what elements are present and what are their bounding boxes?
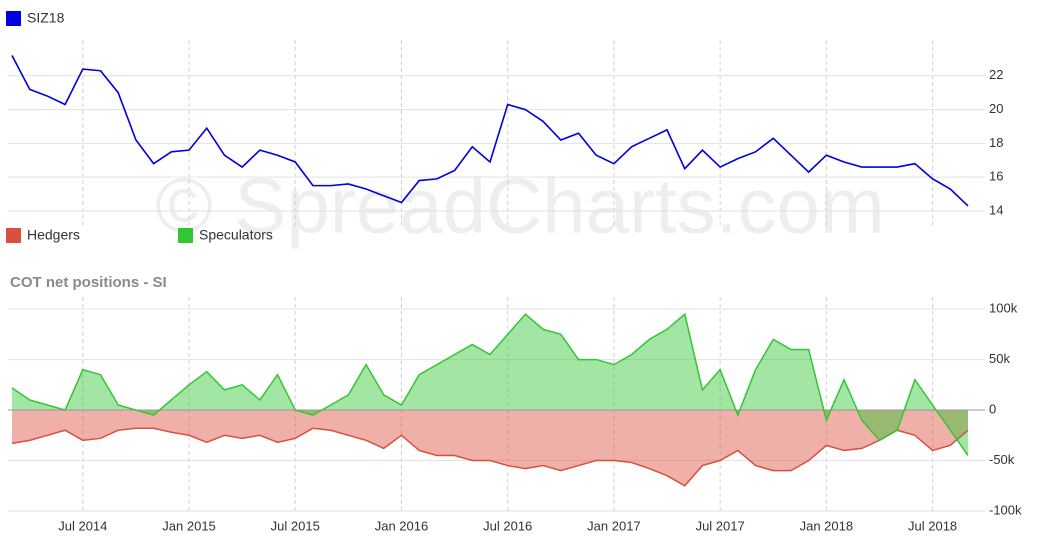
chart-title: COT net positions - SI [10,274,167,291]
x-tick-label: Jan 2015 [162,518,216,533]
line [11,427,969,487]
area [12,314,968,456]
legend-label: Speculators [199,227,273,243]
x-tick-label: Jul 2017 [696,518,745,533]
line [11,312,969,456]
x-tick-label: Jul 2015 [271,518,320,533]
y-tick-label: 16 [989,169,1003,184]
x-tick-label: Jul 2016 [483,518,532,533]
x-tick-label: Jul 2018 [908,518,957,533]
y-tick-label: -100k [989,502,1022,517]
watermark: © SpreadCharts.com [155,162,884,250]
y-tick-label: 18 [989,135,1003,150]
y-tick-label: 50k [989,351,1010,366]
x-tick-label: Jan 2017 [587,518,641,533]
x-tick-label: Jan 2018 [800,518,854,533]
y-tick-label: 22 [989,67,1003,82]
y-tick-label: 100k [989,301,1018,316]
legend-swatch [6,11,21,26]
x-tick-label: Jul 2014 [58,518,107,533]
legend-label: Hedgers [27,227,80,243]
legend-swatch [6,228,21,243]
x-tick-label: Jan 2016 [375,518,429,533]
y-tick-label: 20 [989,101,1003,116]
y-tick-label: 0 [989,401,996,416]
legend-swatch [178,228,193,243]
legend-label: SIZ18 [27,10,65,26]
y-tick-label: 14 [989,202,1003,217]
y-tick-label: -50k [989,452,1015,467]
area [12,410,968,486]
line [11,55,969,207]
